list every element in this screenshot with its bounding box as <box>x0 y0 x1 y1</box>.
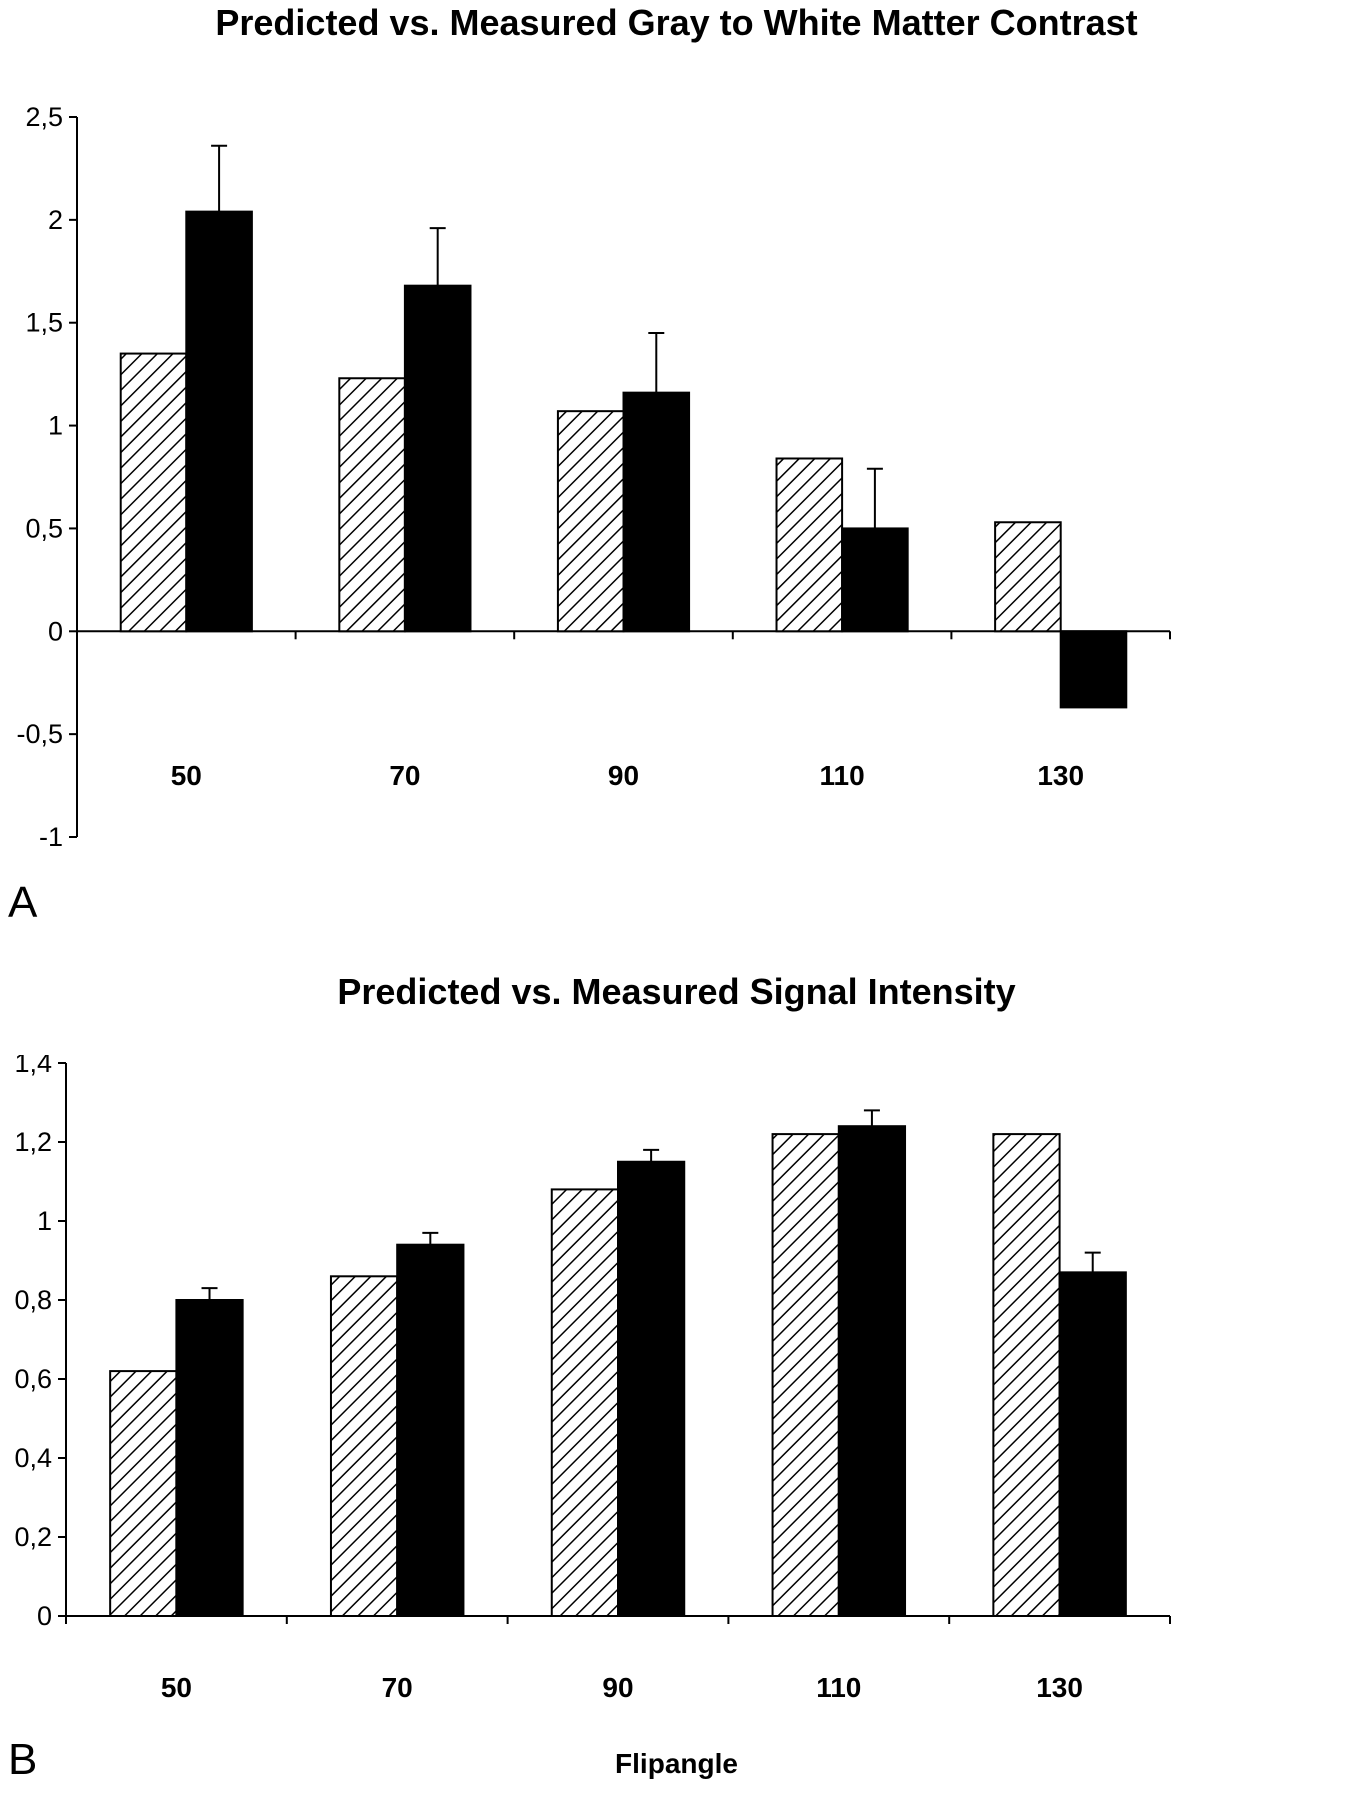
bar-measured <box>622 391 691 633</box>
y-tick-label: 0 <box>37 1601 52 1631</box>
y-tick-label: 1,2 <box>14 1127 52 1157</box>
x-tick-label: 110 <box>820 760 865 791</box>
y-tick-label: 1,4 <box>14 1055 52 1078</box>
y-tick-label: 2,5 <box>25 102 63 132</box>
x-tick-label: 70 <box>389 760 420 791</box>
x-tick-label: 130 <box>1037 760 1084 791</box>
panel-a: Predicted vs. Measured Gray to White Mat… <box>8 2 1171 927</box>
chart-title-a: Predicted vs. Measured Gray to White Mat… <box>215 2 1138 43</box>
bar-measured <box>396 1243 465 1617</box>
x-tick-label: 90 <box>608 760 639 791</box>
y-tick-label: -0,5 <box>16 719 63 749</box>
bar-predicted <box>994 521 1062 633</box>
x-tick-label: 50 <box>161 1672 192 1703</box>
bar-predicted <box>329 1275 399 1618</box>
chart-a: 2,5 2 1,5 1 0,5 0 -0,5 -1 50 70 90 110 130 <box>16 102 1171 852</box>
x-tick-label: 70 <box>382 1672 413 1703</box>
x-tick-label: 90 <box>602 1672 633 1703</box>
y-tick-label: 2 <box>48 205 63 235</box>
panel-letter-a: A <box>8 878 38 927</box>
y-tick-label: 1,5 <box>25 308 63 338</box>
bar-measured <box>185 210 253 633</box>
bar-predicted <box>771 1133 840 1617</box>
y-tick-label: 0,2 <box>14 1522 52 1552</box>
bar-predicted <box>338 377 406 633</box>
y-tick-label: -1 <box>39 822 63 852</box>
bar-predicted <box>550 1188 620 1617</box>
x-tick-label: 110 <box>816 1672 861 1703</box>
bar-measured <box>1058 1271 1127 1617</box>
y-tick-label: 0,5 <box>25 513 63 543</box>
bar-predicted <box>119 352 188 633</box>
bar-measured <box>841 527 909 633</box>
bar-predicted <box>109 1370 178 1617</box>
bar-measured <box>403 284 472 633</box>
y-tick-label: 1 <box>37 1206 52 1236</box>
y-tick-label: 1 <box>48 411 63 441</box>
bar-measured <box>175 1299 244 1617</box>
bar-measured <box>1059 630 1128 709</box>
panel-letter-b: B <box>8 1735 38 1784</box>
chart-b: 1,4 1,2 1 0,8 0,6 0,4 0,2 0 50 70 90 110 130 <box>14 1055 1171 1703</box>
bar-predicted <box>992 1133 1061 1617</box>
y-tick-label: 0,6 <box>14 1364 52 1394</box>
x-tick-label: 130 <box>1036 1672 1083 1703</box>
panel-b: Predicted vs. Measured Signal Intensity … <box>0 955 1353 1800</box>
y-tick-label: 0,4 <box>14 1443 52 1473</box>
x-axis-label: Flipangle <box>615 1748 738 1779</box>
x-tick-label: 50 <box>171 760 202 791</box>
bar-predicted <box>775 457 844 633</box>
y-tick-label: 0,8 <box>14 1285 52 1315</box>
bar-predicted <box>556 410 625 633</box>
y-tick-label: 0 <box>48 616 63 646</box>
bar-measured <box>617 1160 686 1617</box>
chart-title-b: Predicted vs. Measured Signal Intensity <box>337 971 1016 1012</box>
bar-measured <box>837 1125 907 1617</box>
